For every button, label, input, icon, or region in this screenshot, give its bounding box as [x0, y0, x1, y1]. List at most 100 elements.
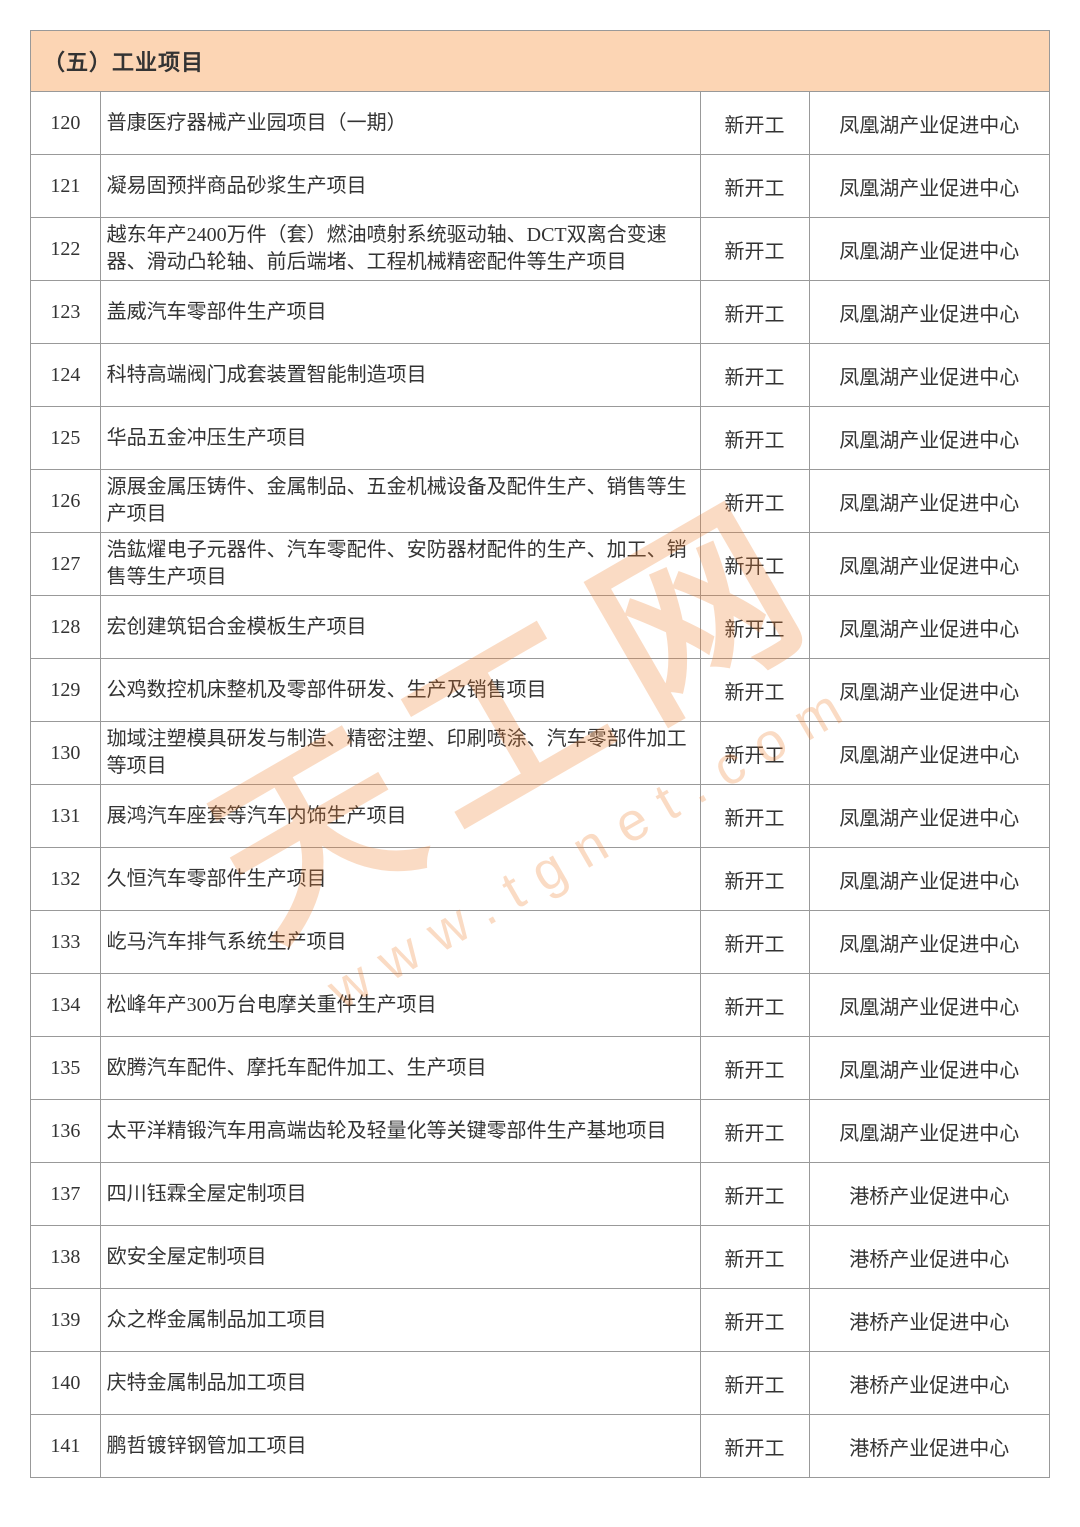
project-dept: 凤凰湖产业促进中心: [809, 407, 1049, 470]
project-name: 欧安全屋定制项目: [100, 1226, 700, 1289]
row-number: 128: [31, 596, 101, 659]
table-row: 134松峰年产300万台电摩关重件生产项目新开工凤凰湖产业促进中心: [31, 974, 1050, 1037]
table-row: 138欧安全屋定制项目新开工港桥产业促进中心: [31, 1226, 1050, 1289]
row-number: 123: [31, 281, 101, 344]
table-row: 127浩鈜燿电子元器件、汽车零配件、安防器材配件的生产、加工、销售等生产项目新开…: [31, 533, 1050, 596]
project-dept: 凤凰湖产业促进中心: [809, 92, 1049, 155]
project-dept: 凤凰湖产业促进中心: [809, 722, 1049, 785]
table-row: 129公鸡数控机床整机及零部件研发、生产及销售项目新开工凤凰湖产业促进中心: [31, 659, 1050, 722]
table-body: 120普康医疗器械产业园项目（一期）新开工凤凰湖产业促进中心121凝易固预拌商品…: [31, 92, 1050, 1478]
table-row: 128宏创建筑铝合金模板生产项目新开工凤凰湖产业促进中心: [31, 596, 1050, 659]
row-number: 126: [31, 470, 101, 533]
project-name: 庆特金属制品加工项目: [100, 1352, 700, 1415]
table-row: 121凝易固预拌商品砂浆生产项目新开工凤凰湖产业促进中心: [31, 155, 1050, 218]
row-number: 120: [31, 92, 101, 155]
table-row: 120普康医疗器械产业园项目（一期）新开工凤凰湖产业促进中心: [31, 92, 1050, 155]
project-dept: 凤凰湖产业促进中心: [809, 911, 1049, 974]
project-name: 鹏哲镀锌钢管加工项目: [100, 1415, 700, 1478]
row-number: 137: [31, 1163, 101, 1226]
table-row: 137四川钰霖全屋定制项目新开工港桥产业促进中心: [31, 1163, 1050, 1226]
table-row: 136太平洋精锻汽车用高端齿轮及轻量化等关键零部件生产基地项目新开工凤凰湖产业促…: [31, 1100, 1050, 1163]
project-name: 屹马汽车排气系统生产项目: [100, 911, 700, 974]
row-number: 122: [31, 218, 101, 281]
project-name: 众之桦金属制品加工项目: [100, 1289, 700, 1352]
project-name: 越东年产2400万件（套）燃油喷射系统驱动轴、DCT双离合变速器、滑动凸轮轴、前…: [100, 218, 700, 281]
row-number: 131: [31, 785, 101, 848]
table-row: 131展鸿汽车座套等汽车内饰生产项目新开工凤凰湖产业促进中心: [31, 785, 1050, 848]
row-number: 127: [31, 533, 101, 596]
row-number: 129: [31, 659, 101, 722]
project-status: 新开工: [700, 785, 809, 848]
project-dept: 凤凰湖产业促进中心: [809, 1100, 1049, 1163]
table-row: 130珈域注塑模具研发与制造、精密注塑、印刷喷涂、汽车零部件加工等项目新开工凤凰…: [31, 722, 1050, 785]
table-row: 132久恒汽车零部件生产项目新开工凤凰湖产业促进中心: [31, 848, 1050, 911]
project-status: 新开工: [700, 218, 809, 281]
project-status: 新开工: [700, 407, 809, 470]
project-dept: 港桥产业促进中心: [809, 1289, 1049, 1352]
project-status: 新开工: [700, 1415, 809, 1478]
page: 天工网 www.tgnet.com （五）工业项目 120普康医疗器械产业园项目…: [0, 0, 1080, 1508]
projects-table: （五）工业项目 120普康医疗器械产业园项目（一期）新开工凤凰湖产业促进中心12…: [30, 30, 1050, 1478]
table-row: 126源展金属压铸件、金属制品、五金机械设备及配件生产、销售等生产项目新开工凤凰…: [31, 470, 1050, 533]
project-status: 新开工: [700, 533, 809, 596]
row-number: 130: [31, 722, 101, 785]
section-header: （五）工业项目: [31, 31, 1050, 92]
project-dept: 凤凰湖产业促进中心: [809, 974, 1049, 1037]
project-status: 新开工: [700, 659, 809, 722]
project-dept: 凤凰湖产业促进中心: [809, 218, 1049, 281]
row-number: 132: [31, 848, 101, 911]
project-status: 新开工: [700, 92, 809, 155]
project-status: 新开工: [700, 155, 809, 218]
project-status: 新开工: [700, 281, 809, 344]
project-dept: 港桥产业促进中心: [809, 1226, 1049, 1289]
project-name: 普康医疗器械产业园项目（一期）: [100, 92, 700, 155]
project-name: 珈域注塑模具研发与制造、精密注塑、印刷喷涂、汽车零部件加工等项目: [100, 722, 700, 785]
project-name: 太平洋精锻汽车用高端齿轮及轻量化等关键零部件生产基地项目: [100, 1100, 700, 1163]
project-dept: 凤凰湖产业促进中心: [809, 281, 1049, 344]
table-row: 135欧腾汽车配件、摩托车配件加工、生产项目新开工凤凰湖产业促进中心: [31, 1037, 1050, 1100]
row-number: 125: [31, 407, 101, 470]
project-status: 新开工: [700, 1037, 809, 1100]
project-status: 新开工: [700, 1100, 809, 1163]
project-name: 公鸡数控机床整机及零部件研发、生产及销售项目: [100, 659, 700, 722]
table-row: 140庆特金属制品加工项目新开工港桥产业促进中心: [31, 1352, 1050, 1415]
project-dept: 港桥产业促进中心: [809, 1352, 1049, 1415]
project-dept: 凤凰湖产业促进中心: [809, 533, 1049, 596]
table-row: 122越东年产2400万件（套）燃油喷射系统驱动轴、DCT双离合变速器、滑动凸轮…: [31, 218, 1050, 281]
row-number: 134: [31, 974, 101, 1037]
project-dept: 港桥产业促进中心: [809, 1415, 1049, 1478]
table-row: 133屹马汽车排气系统生产项目新开工凤凰湖产业促进中心: [31, 911, 1050, 974]
project-status: 新开工: [700, 974, 809, 1037]
project-name: 科特高端阀门成套装置智能制造项目: [100, 344, 700, 407]
project-dept: 凤凰湖产业促进中心: [809, 659, 1049, 722]
project-status: 新开工: [700, 911, 809, 974]
project-status: 新开工: [700, 1163, 809, 1226]
project-name: 华品五金冲压生产项目: [100, 407, 700, 470]
section-header-row: （五）工业项目: [31, 31, 1050, 92]
project-dept: 凤凰湖产业促进中心: [809, 596, 1049, 659]
project-name: 盖威汽车零部件生产项目: [100, 281, 700, 344]
project-status: 新开工: [700, 1352, 809, 1415]
project-name: 源展金属压铸件、金属制品、五金机械设备及配件生产、销售等生产项目: [100, 470, 700, 533]
project-name: 松峰年产300万台电摩关重件生产项目: [100, 974, 700, 1037]
project-status: 新开工: [700, 848, 809, 911]
project-dept: 凤凰湖产业促进中心: [809, 470, 1049, 533]
row-number: 139: [31, 1289, 101, 1352]
row-number: 141: [31, 1415, 101, 1478]
row-number: 138: [31, 1226, 101, 1289]
project-name: 宏创建筑铝合金模板生产项目: [100, 596, 700, 659]
table-row: 125华品五金冲压生产项目新开工凤凰湖产业促进中心: [31, 407, 1050, 470]
project-dept: 凤凰湖产业促进中心: [809, 344, 1049, 407]
project-name: 展鸿汽车座套等汽车内饰生产项目: [100, 785, 700, 848]
row-number: 121: [31, 155, 101, 218]
project-dept: 凤凰湖产业促进中心: [809, 848, 1049, 911]
table-row: 123盖威汽车零部件生产项目新开工凤凰湖产业促进中心: [31, 281, 1050, 344]
project-name: 浩鈜燿电子元器件、汽车零配件、安防器材配件的生产、加工、销售等生产项目: [100, 533, 700, 596]
project-name: 欧腾汽车配件、摩托车配件加工、生产项目: [100, 1037, 700, 1100]
project-name: 凝易固预拌商品砂浆生产项目: [100, 155, 700, 218]
row-number: 136: [31, 1100, 101, 1163]
project-dept: 凤凰湖产业促进中心: [809, 155, 1049, 218]
table-row: 139众之桦金属制品加工项目新开工港桥产业促进中心: [31, 1289, 1050, 1352]
project-name: 四川钰霖全屋定制项目: [100, 1163, 700, 1226]
table-row: 124科特高端阀门成套装置智能制造项目新开工凤凰湖产业促进中心: [31, 344, 1050, 407]
